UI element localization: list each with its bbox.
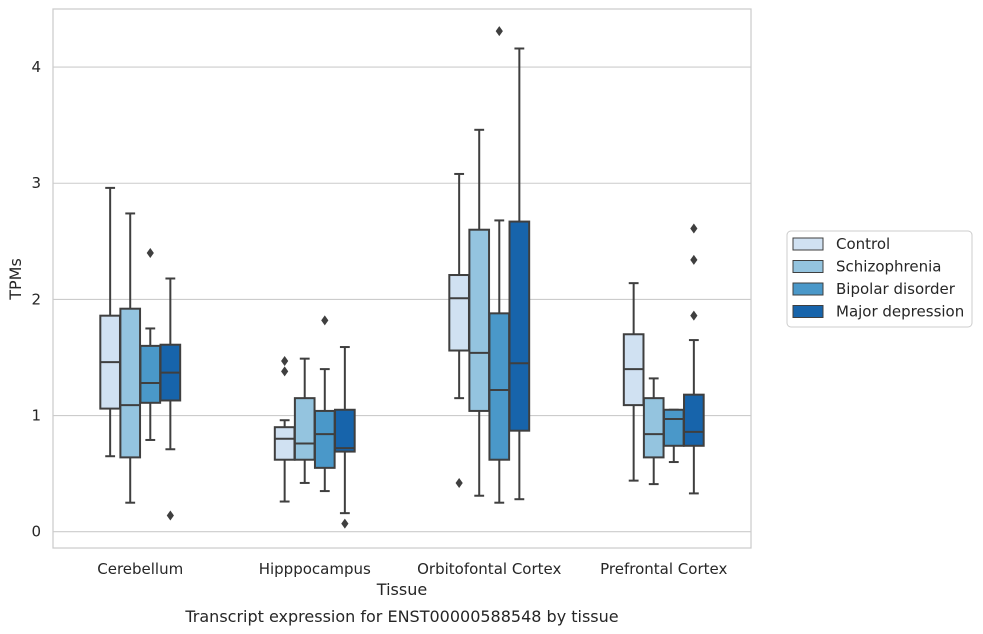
iqr-box: [334, 408, 356, 453]
legend: Control Schizophrenia Bipolar disorder Majo…: [786, 230, 973, 328]
iqr-box: [119, 307, 142, 459]
iqr-box: [508, 220, 531, 432]
outlier-point: [495, 26, 503, 37]
outlier-point: [690, 223, 698, 234]
legend-swatch: [792, 237, 824, 251]
iqr-box: [293, 397, 316, 461]
y-axis-label: TPMs: [6, 258, 25, 301]
legend-label: Bipolar disorder: [836, 280, 956, 298]
iqr-box: [662, 408, 685, 447]
iqr-box: [488, 312, 511, 461]
y-tick-label: 4: [31, 58, 41, 76]
y-tick-label: 3: [31, 174, 41, 192]
box-control: [448, 172, 470, 488]
box-bipolar-disorder: [662, 408, 685, 464]
box-major-depression: [334, 346, 356, 529]
outlier-point: [146, 247, 154, 258]
box-control: [273, 355, 296, 503]
outlier-point: [321, 315, 329, 326]
chart-caption: Transcript expression for ENST0000058854…: [184, 607, 618, 626]
box-bipolar-disorder: [313, 315, 336, 493]
box-schizophrenia: [468, 128, 491, 497]
legend-swatch: [792, 260, 824, 273]
outlier-point: [455, 477, 463, 488]
x-axis-label: Tissue: [376, 580, 427, 599]
iqr-box: [139, 344, 162, 404]
box-schizophrenia: [642, 377, 665, 486]
box-schizophrenia: [293, 357, 316, 484]
y-tick-label: 2: [31, 290, 41, 308]
outlier-point: [341, 518, 349, 529]
outlier-point: [690, 254, 698, 265]
outlier-point: [166, 510, 174, 521]
outlier-point: [281, 366, 289, 377]
plot-frame: [52, 8, 752, 549]
box-major-depression: [508, 47, 531, 501]
box-bipolar-disorder: [488, 26, 511, 504]
grid-lines: [53, 66, 751, 533]
x-tick-label: Cerebellum: [97, 560, 183, 578]
iqr-box: [468, 228, 491, 412]
legend-swatch: [792, 305, 824, 318]
box-schizophrenia: [119, 212, 142, 504]
legend-swatch: [792, 282, 824, 296]
iqr-box: [448, 274, 470, 352]
box-control: [622, 282, 645, 482]
legend-frame: [786, 230, 973, 328]
iqr-box: [313, 409, 336, 469]
x-tick-label: Hipppocampus: [259, 560, 371, 578]
box-bipolar-disorder: [139, 247, 162, 441]
legend-label: Control: [836, 235, 890, 253]
box-plot-area: [99, 26, 705, 529]
legend-label: Schizophrenia: [836, 258, 941, 276]
y-tick-label: 1: [31, 407, 41, 425]
outlier-point: [281, 355, 289, 366]
x-axis-ticks: Cerebellum Hipppocampus Orbitofontal Corte…: [97, 560, 727, 578]
box-major-depression: [159, 277, 182, 521]
iqr-box: [683, 393, 705, 447]
y-tick-label: 0: [31, 523, 41, 541]
x-tick-label: Prefrontal Cortex: [600, 560, 727, 578]
outlier-point: [690, 310, 698, 321]
legend-label: Major depression: [836, 303, 964, 321]
iqr-box: [642, 397, 665, 459]
y-axis-ticks: 0 1 2 3 4: [31, 58, 41, 541]
iqr-box: [273, 426, 296, 461]
box-major-depression: [683, 223, 705, 495]
x-tick-label: Orbitofontal Cortex: [417, 560, 561, 578]
